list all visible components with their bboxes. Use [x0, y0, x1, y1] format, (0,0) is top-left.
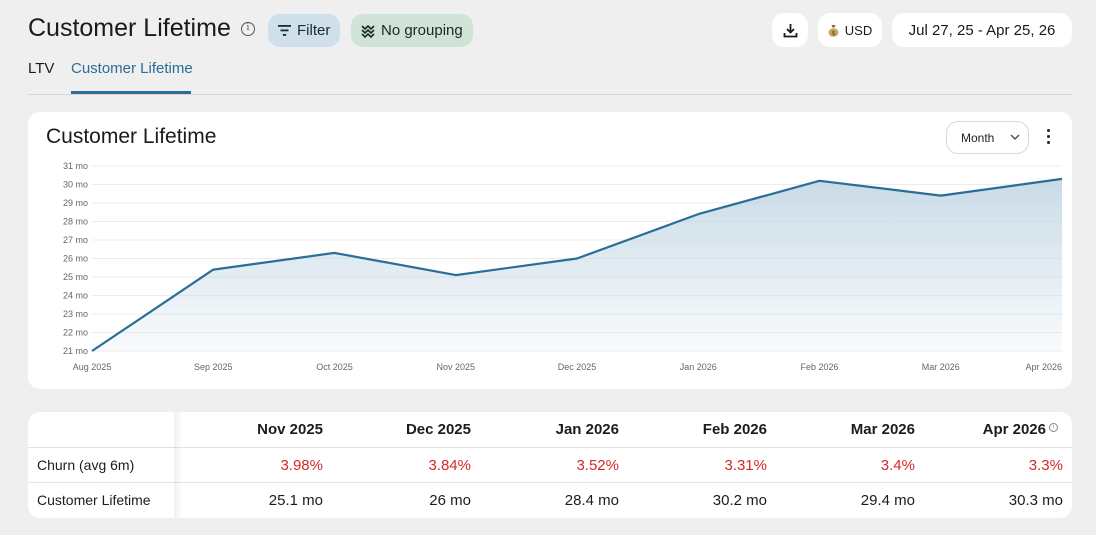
x-tick-label: Aug 2025	[73, 362, 112, 372]
table-cell: 3.98%	[280, 457, 323, 474]
period-select-value: Month	[961, 130, 995, 145]
table-divider	[28, 447, 1072, 448]
table-cell: 3.4%	[880, 457, 915, 474]
table-cell: 28.4 mo	[564, 492, 619, 509]
column-header: Mar 2026	[850, 421, 915, 438]
table-cell: 3.31%	[724, 457, 767, 474]
chevron-down-icon	[1010, 134, 1020, 141]
kebab-menu-icon[interactable]	[1042, 129, 1054, 147]
y-tick-label: 27 mo	[63, 235, 88, 245]
x-tick-label: Nov 2025	[436, 362, 475, 372]
page-header: Customer Lifetime i Filter No grouping $	[28, 12, 1072, 48]
column-header: Apr 2026	[982, 421, 1046, 438]
table-divider	[28, 482, 1072, 483]
table-cell: 30.2 mo	[712, 492, 767, 509]
column-header: Nov 2025	[257, 421, 323, 438]
tab-customer-lifetime[interactable]: Customer Lifetime	[71, 60, 193, 77]
x-tick-label: Jan 2026	[680, 362, 717, 372]
table-cell: 26 mo	[429, 492, 471, 509]
column-header: Jan 2026	[555, 421, 619, 438]
active-tab-indicator	[71, 91, 191, 94]
y-tick-label: 24 mo	[63, 291, 88, 301]
page-title: Customer Lifetime	[28, 14, 231, 42]
date-range-button[interactable]: Jul 27, 25 - Apr 25, 26	[892, 13, 1072, 47]
table-cell: 3.52%	[576, 457, 619, 474]
column-header: Dec 2025	[405, 421, 471, 438]
x-tick-label: Sep 2025	[194, 362, 233, 372]
filter-label: Filter	[297, 22, 331, 39]
download-button[interactable]	[772, 13, 808, 47]
table-cell: 3.84%	[428, 457, 471, 474]
tab-ltv[interactable]: LTV	[28, 60, 55, 77]
chart-title: Customer Lifetime	[46, 125, 217, 148]
row-label-churn: Churn (avg 6m)	[37, 457, 135, 473]
column-header: Feb 2026	[702, 421, 767, 438]
y-tick-label: 21 mo	[63, 346, 88, 356]
info-icon[interactable]: i	[241, 22, 255, 36]
svg-text:$: $	[831, 30, 835, 37]
customer-lifetime-chart: 21 mo 22 mo 23 mo 24 mo 25 mo 26 mo 27 mo 28 mo…	[63, 161, 1063, 372]
chart-card: 21 mo 22 mo 23 mo 24 mo 25 mo 26 mo 27 mo 28 mo…	[28, 112, 1072, 389]
y-tick-label: 29 mo	[63, 198, 88, 208]
x-tick-label: Mar 2026	[922, 362, 960, 372]
grouping-button[interactable]: No grouping	[351, 14, 473, 47]
y-tick-label: 30 mo	[63, 180, 88, 190]
tab-bar: LTV Customer Lifetime	[28, 58, 1072, 95]
date-range-label: Jul 27, 25 - Apr 25, 26	[908, 21, 1056, 39]
y-tick-label: 26 mo	[63, 254, 88, 264]
table-cell: 25.1 mo	[268, 492, 323, 509]
filter-icon	[278, 25, 291, 36]
info-icon[interactable]: i	[1049, 423, 1058, 432]
currency-button[interactable]: $ USD	[818, 13, 882, 47]
table-cell: 3.3%	[1028, 457, 1063, 474]
filter-button[interactable]: Filter	[268, 14, 341, 47]
download-icon	[783, 23, 797, 37]
grouping-label: No grouping	[381, 22, 463, 39]
metrics-table: Nov 2025 Dec 2025 Jan 2026 Feb 2026 Mar …	[28, 412, 1072, 518]
currency-label: USD	[844, 22, 873, 38]
period-select[interactable]: Month	[946, 121, 1029, 154]
x-tick-label: Apr 2026	[1025, 362, 1062, 372]
y-tick-label: 25 mo	[63, 272, 88, 282]
y-tick-label: 28 mo	[63, 217, 88, 227]
y-tick-label: 23 mo	[63, 309, 88, 319]
x-tick-label: Feb 2026	[800, 362, 838, 372]
area-fill	[92, 178, 1062, 351]
sticky-column-shadow	[174, 412, 182, 518]
y-tick-label: 22 mo	[63, 328, 88, 338]
money-bag-icon: $	[828, 24, 839, 37]
table-cell: 30.3 mo	[1008, 492, 1063, 509]
y-tick-label: 31 mo	[63, 161, 88, 171]
row-label-customer-lifetime: Customer Lifetime	[37, 492, 151, 508]
table-cell: 29.4 mo	[860, 492, 915, 509]
x-tick-label: Dec 2025	[558, 362, 597, 372]
grouping-icon	[361, 24, 375, 38]
x-tick-label: Oct 2025	[316, 362, 353, 372]
